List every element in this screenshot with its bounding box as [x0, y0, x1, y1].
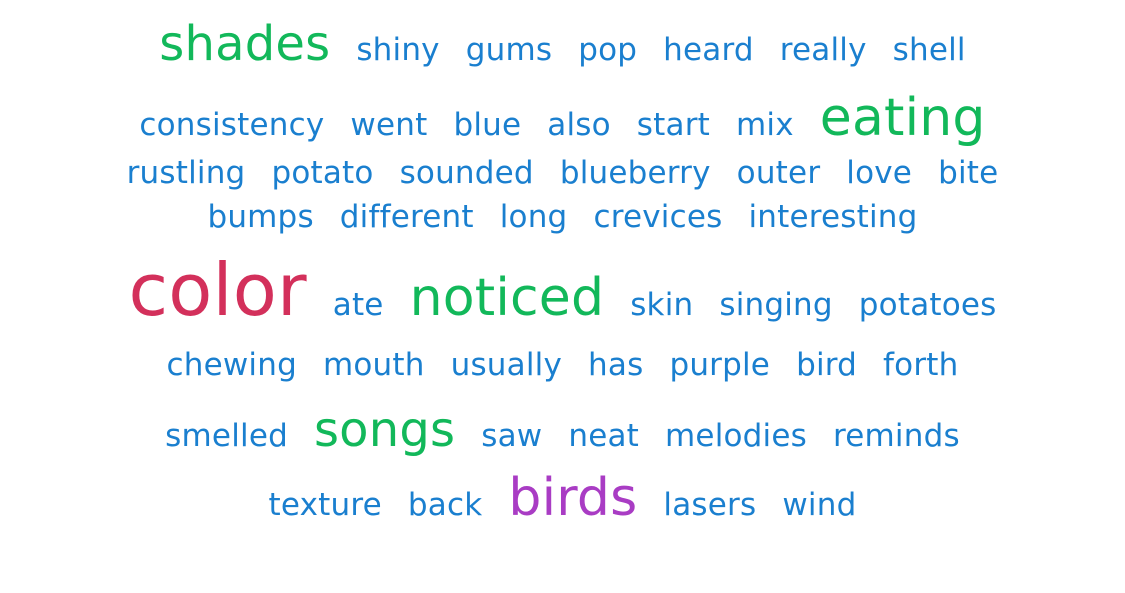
word-mouth: mouth: [322, 347, 425, 383]
word-cloud-row-2: consistency went blue also start mix eating: [0, 92, 1125, 158]
word-cloud-row-5: color ate noticed skin singing potatoes: [0, 254, 1125, 350]
word-wind: wind: [782, 487, 857, 523]
word-interesting: interesting: [748, 199, 918, 235]
word-has: has: [588, 347, 644, 383]
word-cloud-row-4: bumps different long crevices interesting: [0, 202, 1125, 254]
word-consistency: consistency: [139, 107, 325, 143]
word-cloud-row-8: texture back birds lasers wind: [0, 472, 1125, 542]
word-potato: potato: [271, 155, 374, 191]
word-reminds: reminds: [833, 418, 960, 454]
word-rustling: rustling: [126, 155, 246, 191]
word-sounded: sounded: [399, 155, 534, 191]
word-crevices: crevices: [593, 199, 723, 235]
word-chewing: chewing: [166, 347, 297, 383]
word-shiny: shiny: [356, 32, 440, 68]
word-purple: purple: [669, 347, 771, 383]
word-love: love: [846, 155, 913, 191]
word-start: start: [636, 107, 710, 143]
word-usually: usually: [450, 347, 563, 383]
word-heard: heard: [663, 32, 754, 68]
word-mix: mix: [736, 107, 794, 143]
word-bumps: bumps: [207, 199, 314, 235]
word-noticed: noticed: [409, 268, 605, 328]
word-really: really: [779, 32, 867, 68]
word-color: color: [128, 248, 307, 332]
word-texture: texture: [268, 487, 382, 523]
word-skin: skin: [630, 287, 694, 323]
word-bite: bite: [938, 155, 999, 191]
word-ate: ate: [332, 287, 384, 323]
word-shell: shell: [892, 32, 966, 68]
word-eating: eating: [819, 88, 986, 148]
word-neat: neat: [568, 418, 640, 454]
word-different: different: [339, 199, 474, 235]
word-singing: singing: [719, 287, 833, 323]
word-bird: bird: [796, 347, 858, 383]
word-gums: gums: [465, 32, 553, 68]
word-songs: songs: [313, 402, 456, 458]
word-cloud-row-6: chewing mouth usually has purple bird forth: [0, 350, 1125, 406]
word-outer: outer: [736, 155, 821, 191]
word-potatoes: potatoes: [858, 287, 997, 323]
word-forth: forth: [883, 347, 959, 383]
word-shades: shades: [159, 16, 331, 72]
word-cloud-row-7: smelled songs saw neat melodies reminds: [0, 406, 1125, 472]
word-blue: blue: [453, 107, 522, 143]
word-melodies: melodies: [665, 418, 807, 454]
word-lasers: lasers: [663, 487, 757, 523]
word-long: long: [499, 199, 568, 235]
word-cloud-row-1: shades shiny gums pop heard really shell: [0, 20, 1125, 92]
word-back: back: [407, 487, 483, 523]
word-went: went: [350, 107, 428, 143]
word-cloud-row-3: rustling potato sounded blueberry outer love b…: [0, 158, 1125, 202]
word-also: also: [547, 107, 611, 143]
word-pop: pop: [578, 32, 638, 68]
word-saw: saw: [481, 418, 543, 454]
word-smelled: smelled: [165, 418, 288, 454]
word-blueberry: blueberry: [559, 155, 711, 191]
word-birds: birds: [508, 468, 638, 528]
